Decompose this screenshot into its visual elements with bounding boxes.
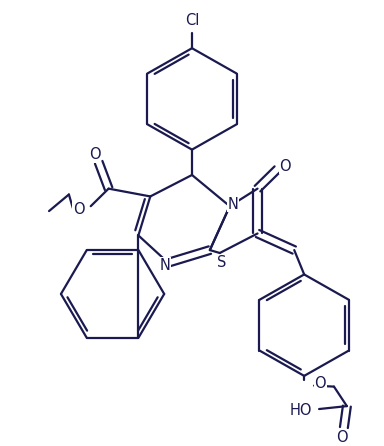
Text: O: O — [314, 376, 326, 391]
Text: O: O — [280, 159, 291, 173]
Text: N: N — [227, 197, 238, 212]
Text: N: N — [160, 258, 170, 273]
Text: O: O — [73, 202, 84, 217]
Text: HO: HO — [290, 404, 313, 418]
Text: O: O — [89, 147, 101, 162]
Text: Cl: Cl — [185, 13, 199, 29]
Text: S: S — [217, 255, 227, 270]
Text: O: O — [336, 430, 348, 445]
